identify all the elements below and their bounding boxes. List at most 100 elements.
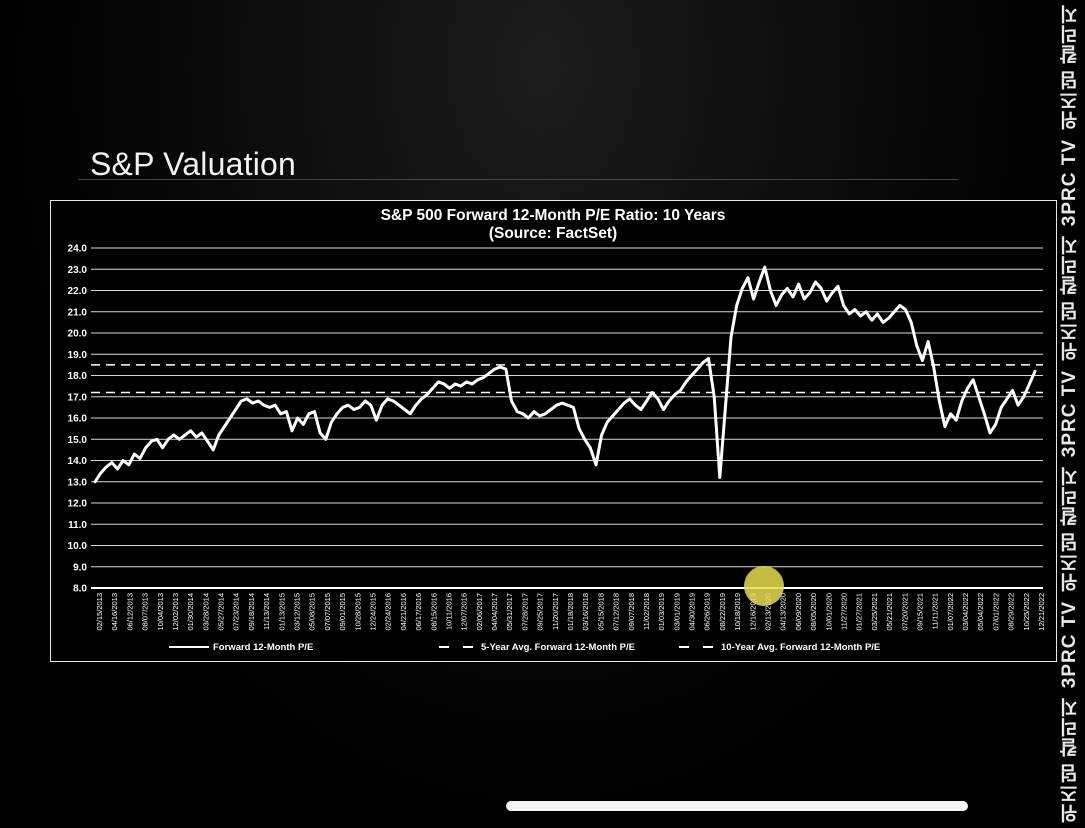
x-tick-label: 08/05/2020 — [809, 593, 818, 631]
y-tick-label: 11.0 — [68, 520, 87, 531]
x-tick-label: 07/20/2021 — [900, 593, 909, 631]
channel-watermark: 위즈덤 칼리지 3PRC TV 위즈덤 칼리지 3PRC TV 위즈덤 칼리지 … — [1055, 0, 1085, 828]
touch-indicator — [744, 566, 784, 606]
x-tick-label: 11/02/2018 — [642, 593, 651, 630]
x-tick-label: 10/11/2016 — [444, 593, 453, 630]
y-tick-label: 17.0 — [68, 392, 88, 403]
y-tick-label: 13.0 — [68, 477, 88, 488]
x-tick-label: 10/28/2015 — [353, 593, 362, 631]
title-divider — [78, 179, 958, 180]
x-tick-label: 11/13/2014 — [262, 593, 271, 630]
x-tick-label: 04/21/2016 — [399, 593, 408, 631]
x-tick-label: 02/15/2013 — [95, 593, 104, 631]
x-tick-label: 07/07/2015 — [323, 593, 332, 631]
x-tick-label: 11/11/2021 — [931, 593, 940, 629]
x-tick-label: 10/01/2020 — [824, 593, 833, 631]
x-tick-label: 02/24/2016 — [384, 593, 393, 631]
x-tick-label: 05/04/2022 — [976, 593, 985, 631]
x-tick-label: 06/26/2019 — [703, 593, 712, 631]
y-tick-label: 16.0 — [68, 414, 88, 425]
y-tick-label: 21.0 — [68, 307, 88, 318]
x-tick-label: 05/31/2017 — [505, 593, 514, 631]
x-tick-label: 12/24/2015 — [368, 593, 377, 631]
x-tick-label: 04/13/2020 — [779, 593, 788, 631]
chart-subtitle: (Source: FactSet) — [489, 225, 617, 242]
x-tick-label: 12/21/2022 — [1037, 593, 1046, 631]
x-tick-label: 08/29/2022 — [1007, 593, 1016, 631]
x-tick-label: 03/01/2019 — [672, 593, 681, 631]
y-tick-label: 20.0 — [68, 329, 88, 340]
x-tick-label: 08/07/2013 — [141, 593, 150, 631]
home-indicator[interactable] — [506, 801, 968, 811]
pe-series-line — [93, 265, 1037, 484]
x-tick-label: 12/02/2013 — [171, 593, 180, 631]
y-tick-label: 9.0 — [73, 562, 87, 573]
watermark-text: 위즈덤 칼리지 — [1059, 4, 1081, 131]
x-tick-label: 08/22/2019 — [718, 593, 727, 631]
x-tick-label: 07/12/2018 — [612, 593, 621, 631]
x-tick-label: 01/30/2014 — [186, 593, 195, 631]
x-tick-label: 04/30/2019 — [688, 593, 697, 631]
x-tick-label: 10/18/2019 — [733, 593, 742, 631]
x-tick-label: 01/03/2019 — [657, 593, 666, 631]
y-tick-label: 12.0 — [68, 499, 88, 510]
y-tick-label: 19.0 — [68, 350, 88, 361]
watermark-text: 위즈덤 칼리지 — [1059, 697, 1081, 824]
watermark-text: 3PRC TV — [1059, 370, 1080, 458]
x-tick-label: 03/28/2014 — [201, 593, 210, 631]
x-tick-label: 07/28/2017 — [520, 593, 529, 631]
y-tick-label: 22.0 — [68, 286, 88, 297]
x-tick-label: 03/12/2015 — [293, 593, 302, 631]
watermark-text: 위즈덤 칼리지 — [1059, 235, 1081, 362]
watermark-text: 3PRC TV — [1059, 139, 1080, 227]
x-tick-label: 09/25/2017 — [536, 593, 545, 631]
x-tick-label: 06/17/2016 — [414, 593, 423, 631]
pe-ratio-chart: S&P 500 Forward 12-Month P/E Ratio: 10 Y… — [68, 207, 1046, 653]
x-tick-label: 01/18/2018 — [566, 593, 575, 631]
watermark-text: 위즈덤 칼리지 — [1059, 466, 1081, 593]
y-tick-label: 15.0 — [68, 435, 88, 446]
legend-label: 5-Year Avg. Forward 12-Month P/E — [481, 642, 635, 653]
y-tick-label: 23.0 — [68, 265, 88, 276]
legend-label: Forward 12-Month P/E — [213, 642, 313, 653]
x-tick-label: 04/04/2017 — [490, 593, 499, 631]
x-tick-label: 10/04/2013 — [156, 593, 165, 631]
y-tick-label: 10.0 — [68, 541, 88, 552]
x-tick-label: 05/27/2014 — [217, 593, 226, 631]
x-tick-label: 07/01/2022 — [991, 593, 1000, 631]
x-tick-label: 09/18/2014 — [247, 593, 256, 631]
y-tick-label: 24.0 — [68, 244, 88, 255]
x-tick-label: 03/25/2021 — [870, 593, 879, 631]
x-tick-label: 05/15/2018 — [596, 593, 605, 631]
x-tick-label: 06/09/2020 — [794, 593, 803, 631]
y-tick-label: 8.0 — [73, 584, 87, 595]
x-tick-label: 08/15/2016 — [429, 593, 438, 631]
chart-title: S&P 500 Forward 12-Month P/E Ratio: 10 Y… — [381, 207, 726, 224]
x-tick-label: 06/12/2013 — [125, 593, 134, 631]
x-tick-label: 12/16/2019 — [748, 593, 757, 631]
x-tick-label: 01/07/2022 — [946, 593, 955, 631]
legend-label: 10-Year Avg. Forward 12-Month P/E — [721, 642, 880, 653]
x-tick-label: 02/13/2020 — [764, 593, 773, 631]
x-tick-label: 03/16/2018 — [581, 593, 590, 631]
x-tick-label: 09/15/2021 — [915, 593, 924, 631]
y-tick-label: 18.0 — [68, 371, 88, 382]
x-tick-label: 11/27/2020 — [839, 593, 848, 630]
x-tick-label: 11/20/2017 — [551, 593, 560, 630]
x-tick-label: 05/21/2021 — [885, 593, 894, 631]
x-tick-label: 02/06/2017 — [475, 593, 484, 631]
x-tick-label: 05/08/2015 — [308, 593, 317, 631]
chart-frame: S&P 500 Forward 12-Month P/E Ratio: 10 Y… — [50, 200, 1057, 662]
x-tick-label: 01/13/2015 — [277, 593, 286, 631]
watermark-text: 3PRC TV — [1059, 601, 1080, 689]
x-tick-label: 12/07/2016 — [460, 593, 469, 631]
x-tick-label: 10/25/2022 — [1022, 593, 1031, 631]
x-tick-label: 01/27/2021 — [855, 593, 864, 631]
x-tick-label: 09/07/2018 — [627, 593, 636, 631]
x-tick-label: 09/01/2015 — [338, 593, 347, 631]
y-tick-label: 14.0 — [68, 456, 88, 467]
x-tick-label: 03/04/2022 — [961, 593, 970, 631]
slide-title: S&P Valuation — [90, 146, 297, 182]
x-tick-label: 04/16/2013 — [110, 593, 119, 631]
x-tick-label: 07/23/2014 — [232, 593, 241, 631]
